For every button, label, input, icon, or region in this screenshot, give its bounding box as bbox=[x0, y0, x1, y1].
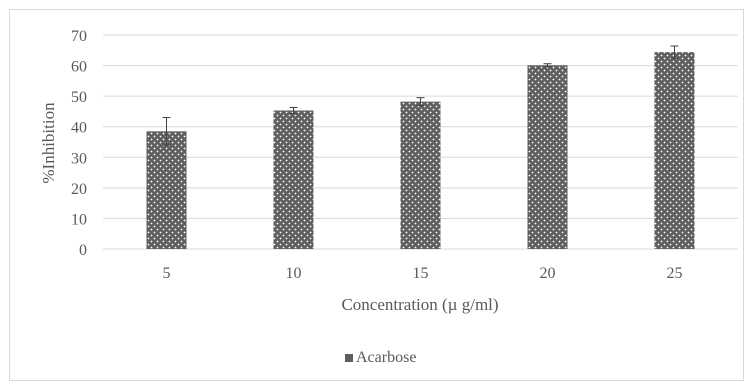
y-axis-label: %Inhibition bbox=[39, 102, 58, 184]
legend: Acarbose bbox=[345, 349, 416, 367]
x-tick-label: 5 bbox=[163, 265, 171, 282]
y-tick-label: 50 bbox=[71, 89, 87, 106]
x-axis-label: Concentration (µ g/ml) bbox=[341, 295, 498, 314]
x-tick-labels: 5 10 15 20 25 bbox=[163, 265, 683, 282]
x-tick-label: 10 bbox=[286, 265, 302, 282]
y-tick-labels: 0 10 20 30 40 50 60 70 bbox=[71, 28, 87, 259]
y-tick-label: 70 bbox=[71, 28, 87, 45]
y-tick-label: 10 bbox=[71, 211, 87, 228]
y-tick-label: 0 bbox=[79, 242, 87, 259]
bar bbox=[400, 101, 441, 249]
x-tick-label: 25 bbox=[667, 265, 683, 282]
y-tick-label: 20 bbox=[71, 181, 87, 198]
chart-frame bbox=[9, 9, 744, 381]
bar bbox=[527, 65, 568, 249]
error-bars bbox=[162, 45, 679, 146]
y-tick-label: 30 bbox=[71, 150, 87, 167]
x-tick-label: 20 bbox=[540, 265, 556, 282]
bar bbox=[146, 131, 187, 249]
bar bbox=[654, 52, 695, 250]
x-tick-label: 15 bbox=[413, 265, 429, 282]
legend-label: Acarbose bbox=[356, 349, 417, 366]
y-tick-label: 60 bbox=[71, 59, 87, 76]
legend-swatch bbox=[345, 354, 353, 362]
y-tick-label: 40 bbox=[71, 120, 87, 137]
bars bbox=[146, 52, 695, 250]
bar bbox=[273, 110, 314, 249]
